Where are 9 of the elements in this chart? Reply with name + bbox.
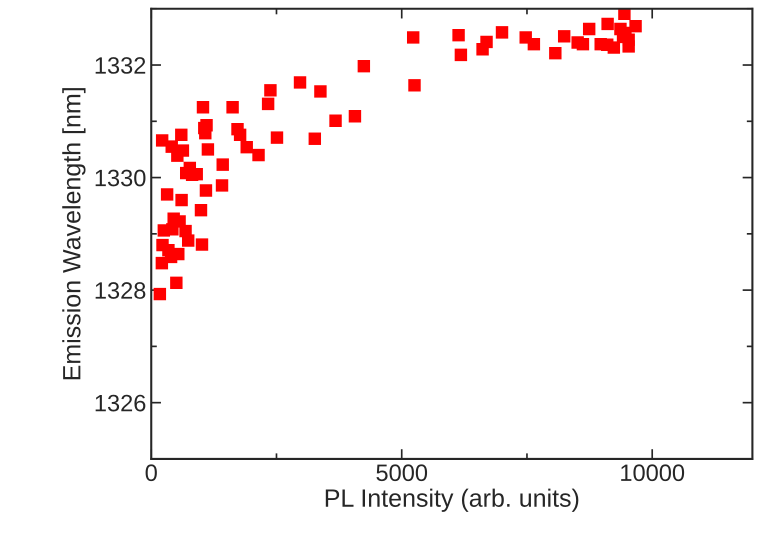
y-tick-label: 1332 bbox=[96, 57, 146, 74]
x-axis-title: PL Intensity (arb. units) bbox=[326, 488, 578, 512]
x-tick-label: 10000 bbox=[621, 464, 684, 482]
y-tick-label: 1330 bbox=[96, 170, 146, 186]
y-tick-label: 1326 bbox=[96, 394, 146, 412]
y-axis-title: Emission Wavelength [nm] bbox=[62, 88, 86, 380]
y-tick-label: 1328 bbox=[96, 282, 146, 299]
x-tick-label: 0 bbox=[146, 464, 157, 482]
x-tick-label: 5000 bbox=[376, 464, 428, 482]
